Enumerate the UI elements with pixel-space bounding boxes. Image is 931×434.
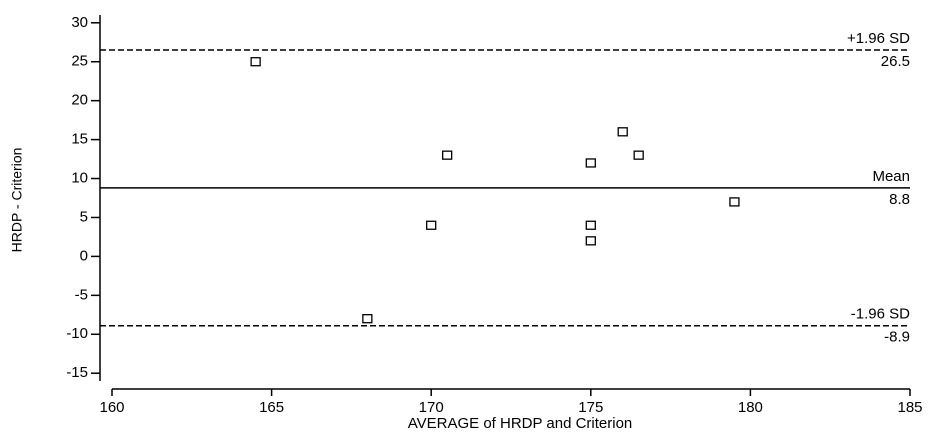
point [426, 220, 437, 230]
point [729, 197, 740, 207]
point [442, 150, 453, 160]
point [617, 127, 628, 137]
reference-value: 26.5 [881, 53, 910, 70]
reference-label: +1.96 SD [847, 30, 910, 47]
point [585, 220, 596, 230]
reference-value: 8.8 [889, 191, 910, 208]
y-tick-label: 25 [71, 53, 88, 70]
x-tick-label: 185 [897, 399, 922, 416]
reference-label: -1.96 SD [851, 306, 910, 323]
y-tick-label: 15 [71, 131, 88, 148]
y-tick-label: -5 [75, 286, 88, 303]
x-tick-label: 170 [419, 399, 444, 416]
point [585, 158, 596, 168]
point [250, 57, 261, 67]
y-tick-label: -15 [66, 364, 88, 381]
point [585, 236, 596, 246]
point [633, 150, 644, 160]
y-tick-label: 5 [80, 208, 88, 225]
point [362, 314, 373, 324]
y-tick-label: -10 [66, 325, 88, 342]
x-axis-title: AVERAGE of HRDP and Criterion [408, 415, 633, 432]
x-tick-label: 165 [259, 399, 284, 416]
x-tick-label: 180 [738, 399, 763, 416]
x-tick-label: 160 [99, 399, 124, 416]
y-tick-label: 30 [71, 14, 88, 31]
x-tick-label: 175 [578, 399, 603, 416]
y-tick-label: 0 [80, 247, 88, 264]
y-axis-title: HRDP - Criterion [9, 148, 25, 253]
reference-label: Mean [872, 168, 910, 185]
y-tick-label: 20 [71, 92, 88, 109]
reference-value: -8.9 [884, 329, 910, 346]
y-tick-label: 10 [71, 170, 88, 187]
